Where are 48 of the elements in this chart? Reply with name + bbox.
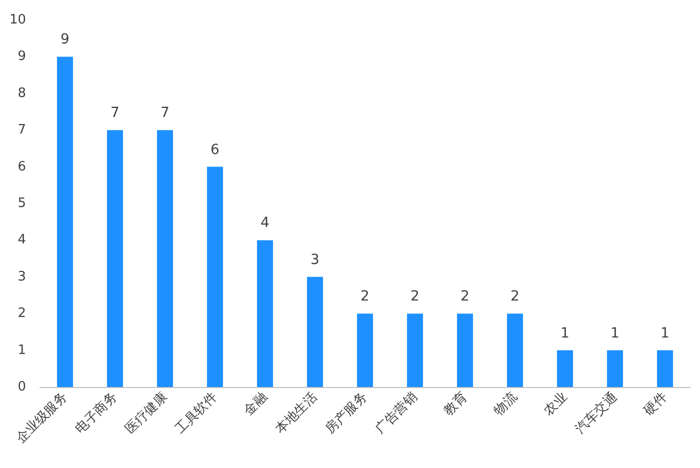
x-tick-label: 本地生活: [272, 390, 320, 438]
y-tick-label: 5: [18, 196, 26, 211]
bar: [207, 166, 223, 387]
data-label: 1: [610, 325, 620, 342]
bar: [557, 350, 573, 387]
bar: [57, 56, 73, 387]
y-tick-label: 6: [18, 159, 26, 174]
x-tick-label: 电子商务: [72, 390, 120, 438]
bar: [407, 314, 423, 387]
bar: [457, 314, 473, 387]
x-tick-label: 医疗健康: [122, 390, 170, 438]
data-label: 4: [260, 215, 270, 232]
bar: [357, 314, 373, 387]
bar: [657, 350, 673, 387]
x-tick-label: 物流: [490, 388, 520, 419]
bar: [257, 240, 273, 387]
y-tick-label: 7: [18, 122, 26, 138]
bar: [607, 350, 623, 387]
bar: [157, 130, 173, 387]
data-label: 6: [210, 142, 220, 158]
y-tick-label: 10: [9, 12, 26, 28]
data-label: 2: [460, 288, 470, 305]
y-tick-label: 8: [18, 86, 26, 101]
x-tick-label: 教育: [440, 388, 470, 419]
data-label: 3: [310, 252, 320, 268]
data-label: 1: [560, 325, 570, 342]
data-label: 9: [60, 32, 70, 48]
x-tick-label: 房产服务: [322, 388, 370, 438]
y-tick-label: 2: [18, 306, 26, 322]
x-tick-label: 广告营销: [372, 390, 420, 438]
data-label: 2: [510, 288, 520, 305]
y-tick-label: 1: [18, 342, 26, 358]
x-tick-label: 硬件: [641, 390, 670, 419]
bar: [307, 276, 323, 387]
y-tick-label: 9: [18, 49, 26, 64]
bar: [107, 130, 123, 387]
x-tick-label: 农业: [541, 390, 570, 419]
data-label: 7: [110, 105, 120, 122]
y-tick-label: 4: [18, 232, 26, 248]
x-tick-label: 汽车交通: [572, 388, 620, 438]
x-tick-label: 工具软件: [172, 390, 220, 438]
x-tick-label: 金融: [241, 390, 270, 419]
y-tick-label: 3: [18, 269, 26, 284]
data-label: 2: [410, 288, 420, 305]
data-label: 1: [660, 325, 670, 342]
bar: [507, 314, 523, 387]
data-label: 2: [360, 288, 370, 305]
data-label: 7: [160, 105, 170, 122]
